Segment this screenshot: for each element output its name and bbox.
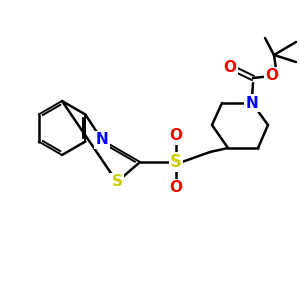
- Text: S: S: [112, 175, 122, 190]
- Text: N: N: [246, 95, 258, 110]
- Text: N: N: [96, 133, 108, 148]
- Text: O: O: [169, 128, 182, 143]
- Text: O: O: [224, 59, 236, 74]
- Text: S: S: [170, 153, 182, 171]
- Text: O: O: [266, 68, 278, 83]
- Text: O: O: [169, 181, 182, 196]
